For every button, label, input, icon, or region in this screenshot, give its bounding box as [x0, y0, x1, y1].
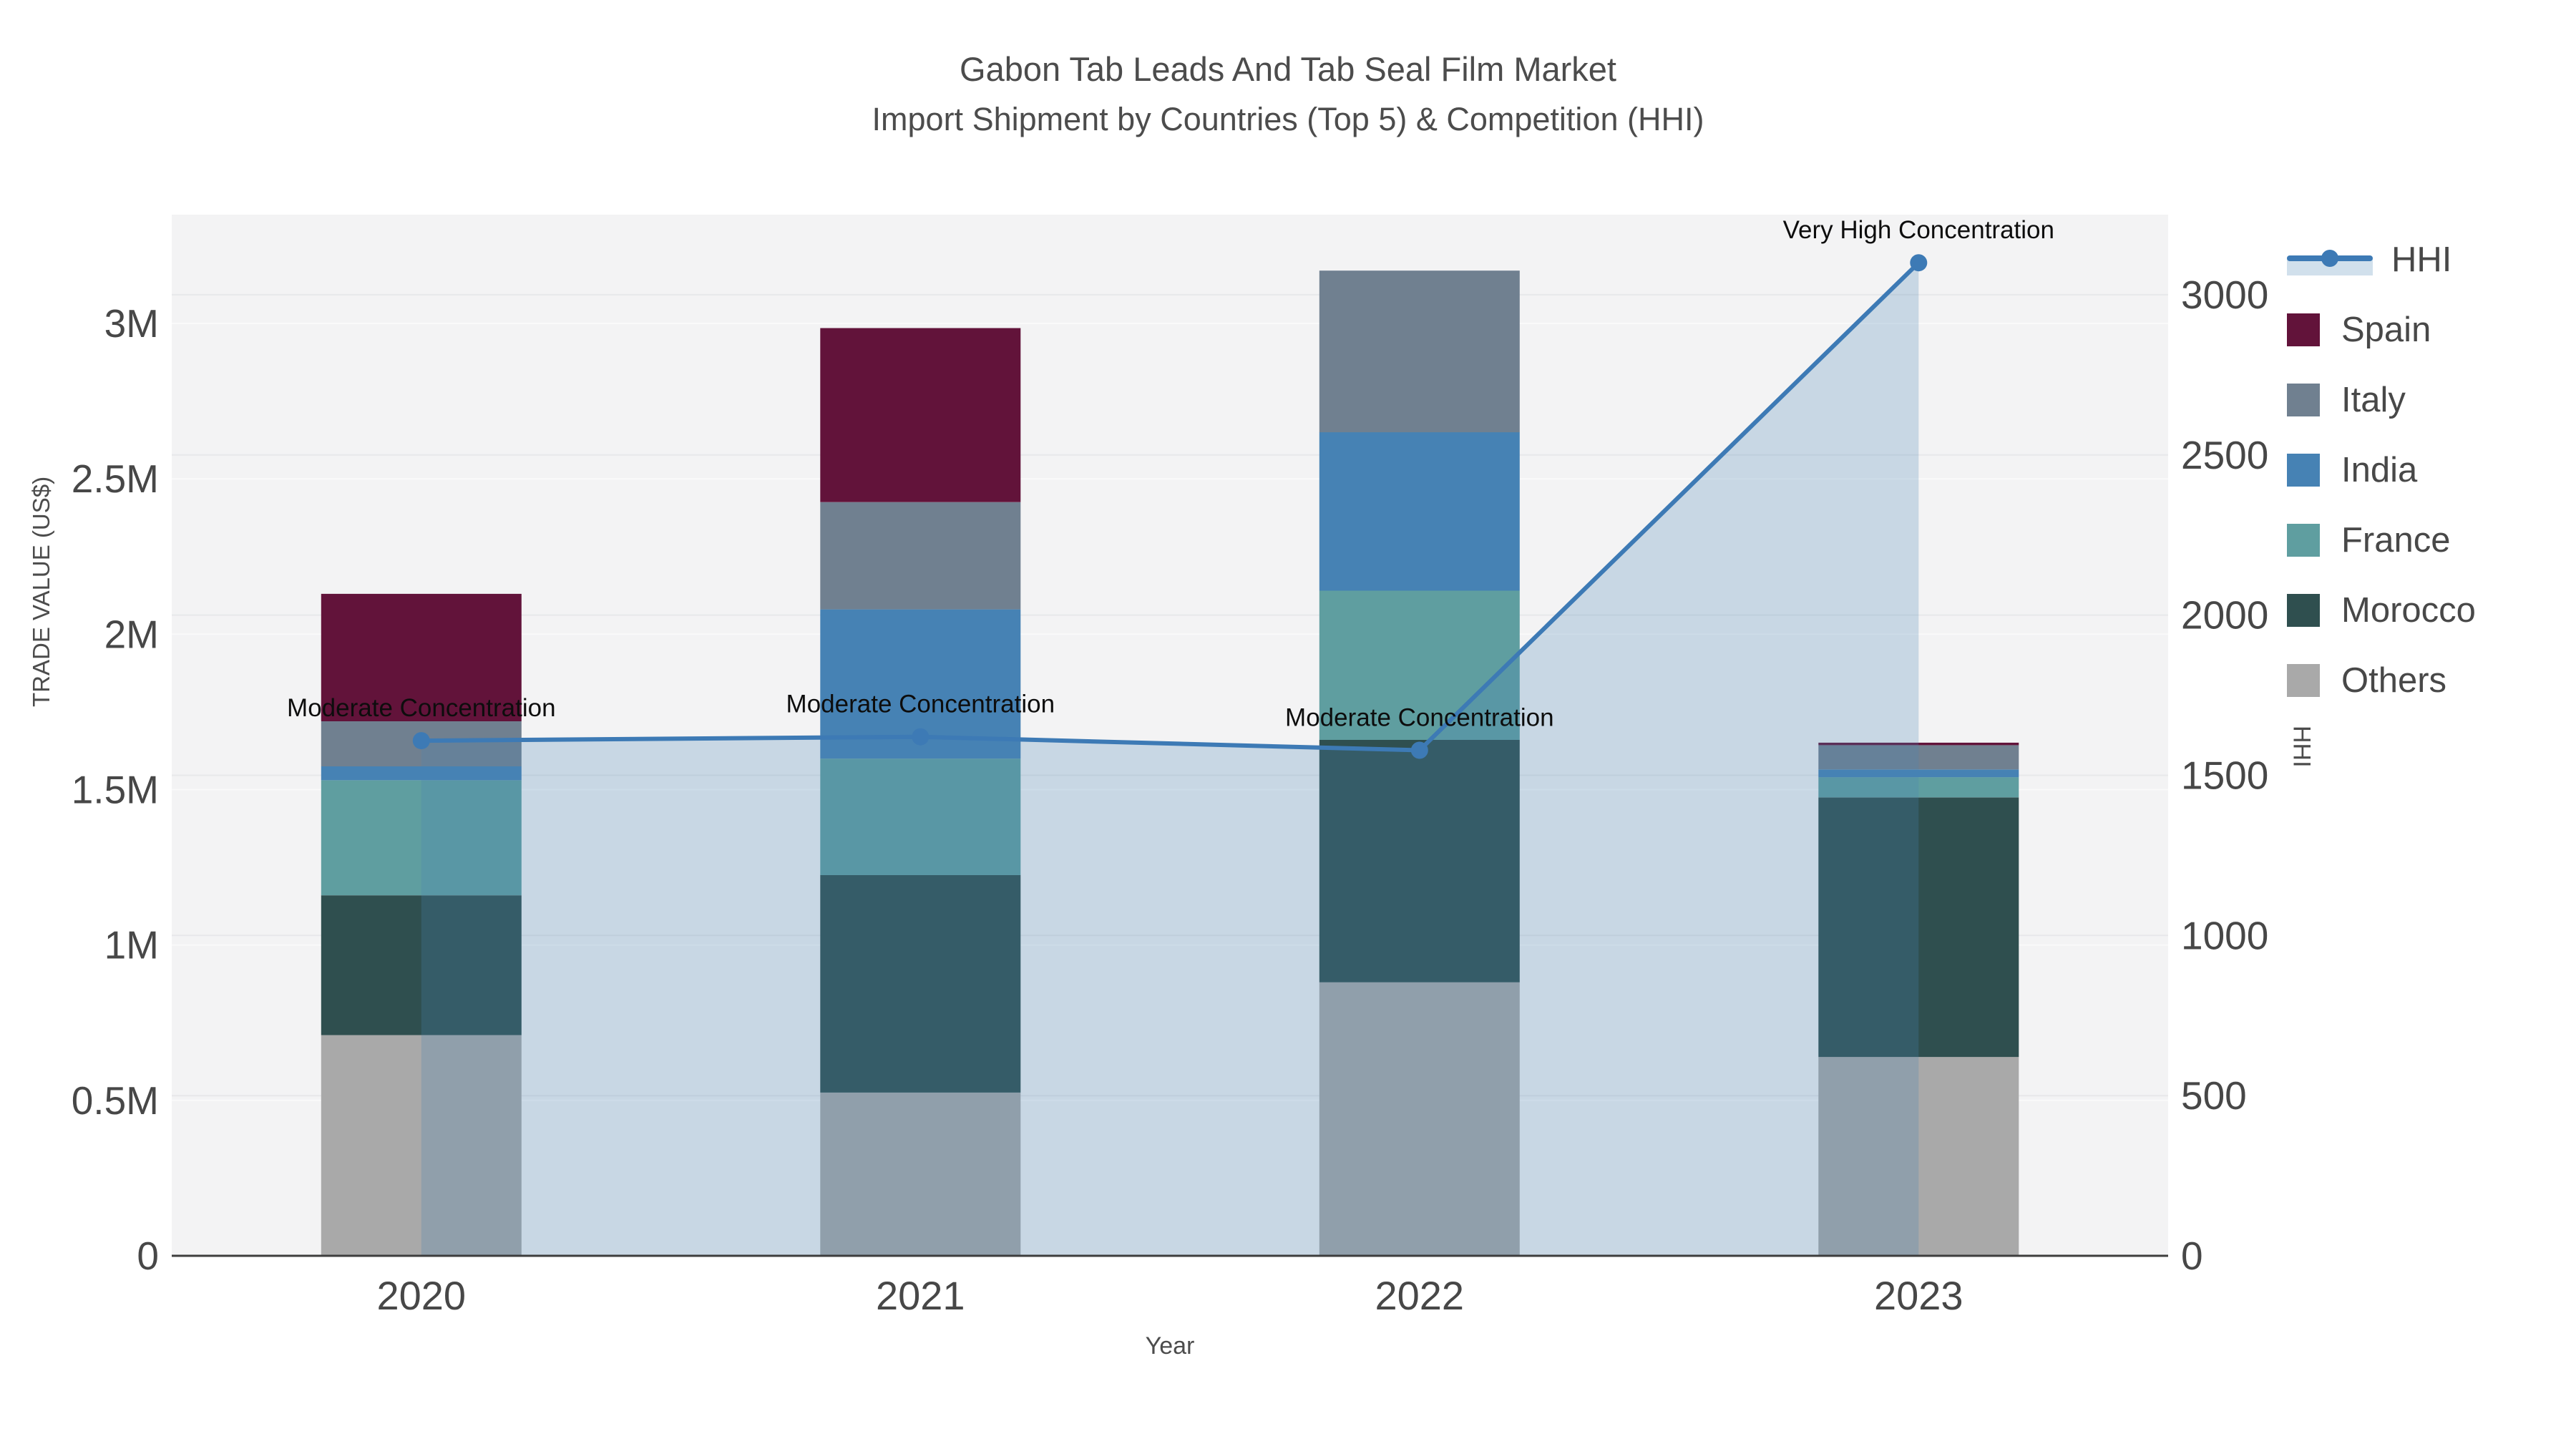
bar-2022-india[interactable]	[1319, 432, 1520, 591]
legend-label-india: India	[2341, 451, 2418, 489]
y-left-tick-label: 1.5M	[72, 768, 159, 812]
legend-label-spain: Spain	[2341, 311, 2431, 349]
bar-2021-spain[interactable]	[820, 328, 1021, 502]
legend-label-italy: Italy	[2341, 381, 2406, 419]
bar-2020-spain[interactable]	[321, 593, 522, 721]
y-right-tick-label: 1500	[2181, 753, 2268, 798]
chart-subtitle: Import Shipment by Countries (Top 5) & C…	[872, 100, 1704, 137]
bar-2023-india[interactable]	[1818, 769, 2019, 778]
bar-2023-italy[interactable]	[1818, 745, 2019, 770]
legend-swatch-italy	[2287, 384, 2320, 416]
y-left-tick-label: 0	[137, 1234, 159, 1278]
annotation-2022: Moderate Concentration	[1285, 704, 1554, 732]
bar-2021-morocco[interactable]	[820, 874, 1021, 1093]
y-left-tick-label: 0.5M	[72, 1078, 159, 1123]
legend-label-hhi: HHI	[2391, 240, 2452, 279]
hhi-area-fill	[421, 263, 1919, 1257]
bar-2021-others[interactable]	[820, 1093, 1021, 1256]
legend-swatch-france	[2287, 524, 2320, 557]
bar-2021-france[interactable]	[820, 758, 1021, 875]
bar-2020-india[interactable]	[321, 766, 522, 781]
y-right-tick-label: 1000	[2181, 913, 2268, 957]
legend-item-hhi[interactable]: HHI	[2287, 225, 2476, 295]
annotation-2023: Very High Concentration	[1783, 216, 2054, 244]
y-left-tick-label: 3M	[104, 301, 159, 346]
annotation-2021: Moderate Concentration	[786, 691, 1055, 718]
legend-label-others: Others	[2341, 661, 2447, 700]
legend-hhi-line-icon	[2287, 243, 2373, 277]
hhi-marker-2022[interactable]	[1410, 741, 1428, 759]
legend-swatch-india	[2287, 454, 2320, 487]
x-tick-label: 2022	[1375, 1273, 1465, 1318]
legend-item-others[interactable]: Others	[2287, 645, 2476, 716]
x-tick-label: 2023	[1874, 1273, 1963, 1318]
legend-item-france[interactable]: France	[2287, 505, 2476, 575]
y-right-tick-label: 2500	[2181, 433, 2268, 477]
bar-2021-italy[interactable]	[820, 502, 1021, 610]
legend-item-spain[interactable]: Spain	[2287, 295, 2476, 365]
legend-swatch-others	[2287, 664, 2320, 697]
bar-2023-spain[interactable]	[1818, 742, 2019, 746]
y-left-tick-label: 1M	[104, 923, 159, 967]
bar-2023-others[interactable]	[1818, 1057, 2019, 1256]
y-left-tick-label: 2M	[104, 612, 159, 656]
y-right-tick-label: 3000	[2181, 273, 2268, 317]
legend: HHI Spain Italy India France Morocco Others	[2287, 225, 2476, 716]
legend-item-morocco[interactable]: Morocco	[2287, 575, 2476, 645]
bar-2022-others[interactable]	[1319, 982, 1520, 1256]
legend-label-morocco: Morocco	[2341, 591, 2476, 630]
annotation-2020: Moderate Concentration	[287, 694, 556, 722]
legend-hhi-marker-dot	[2321, 250, 2338, 267]
hhi-line	[421, 261, 1921, 753]
legend-swatch-spain	[2287, 313, 2320, 346]
legend-swatch-morocco	[2287, 594, 2320, 627]
bar-2022-france[interactable]	[1319, 590, 1520, 741]
bar-2020-others[interactable]	[321, 1035, 522, 1256]
bar-2020-morocco[interactable]	[321, 895, 522, 1035]
bar-2022-morocco[interactable]	[1319, 740, 1520, 982]
y-right-tick-label: 500	[2181, 1073, 2247, 1118]
bar-2023-morocco[interactable]	[1818, 797, 2019, 1058]
hhi-marker-2021[interactable]	[912, 728, 930, 746]
legend-item-italy[interactable]: Italy	[2287, 365, 2476, 435]
chart-title: Gabon Tab Leads And Tab Seal Film Market	[960, 50, 1616, 88]
bar-2020-france[interactable]	[321, 780, 522, 896]
x-axis-title: Year	[1145, 1332, 1195, 1360]
title-block: Gabon Tab Leads And Tab Seal Film Market…	[0, 44, 2576, 143]
x-tick-label: 2021	[876, 1273, 965, 1318]
x-tick-label: 2020	[377, 1273, 467, 1318]
y-right-tick-label: 2000	[2181, 593, 2268, 638]
hhi-marker-2023[interactable]	[1910, 254, 1928, 272]
hhi-marker-2020[interactable]	[412, 732, 430, 750]
bar-2023-france[interactable]	[1818, 777, 2019, 798]
legend-item-india[interactable]: India	[2287, 435, 2476, 505]
bar-2022-italy[interactable]	[1319, 270, 1520, 433]
legend-label-france: France	[2341, 521, 2451, 560]
y-left-tick-label: 2.5M	[72, 457, 159, 501]
y-right-tick-label: 0	[2181, 1234, 2203, 1278]
